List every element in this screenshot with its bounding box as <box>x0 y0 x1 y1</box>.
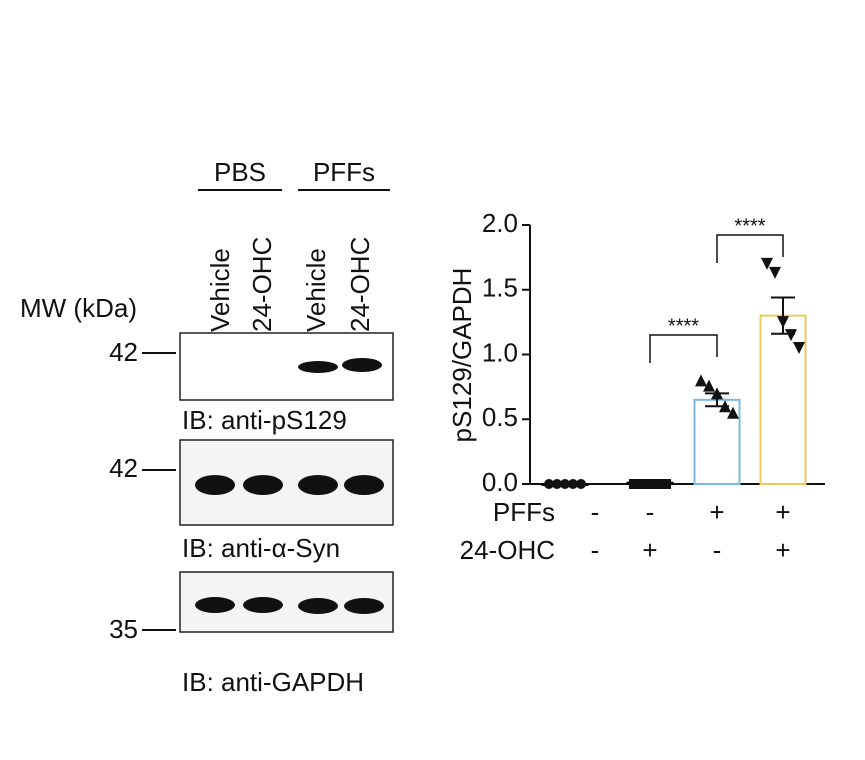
condition-label: 24-OHC <box>460 535 555 565</box>
lane-label: Vehicle <box>205 248 235 332</box>
data-point <box>560 479 570 489</box>
mw-marker: 35 <box>109 614 138 644</box>
significance-label: **** <box>734 215 765 237</box>
significance-bracket <box>649 334 718 363</box>
data-point <box>727 406 739 419</box>
data-point <box>645 479 655 489</box>
data-point <box>568 479 578 489</box>
significance-bracket <box>716 234 784 263</box>
lane-label: 24-OHC <box>247 237 277 332</box>
y-tick-label: 0.0 <box>482 467 518 497</box>
data-point <box>785 329 797 342</box>
ib-label: IB: anti-α-Syn <box>182 533 340 563</box>
data-point <box>711 387 723 400</box>
ib-label: IB: anti-pS129 <box>182 405 347 435</box>
condition-value: - <box>646 497 655 527</box>
group-label: PBS <box>214 157 266 187</box>
band <box>298 598 338 614</box>
y-axis-label: pS129/GAPDH <box>447 268 477 443</box>
band <box>195 597 235 613</box>
data-point <box>719 400 731 413</box>
data-point <box>629 479 639 489</box>
data-point <box>777 316 789 329</box>
condition-value: - <box>591 497 600 527</box>
mw-marker: 42 <box>109 337 138 367</box>
band <box>344 475 384 495</box>
group-label: PFFs <box>313 157 375 187</box>
band <box>342 358 382 372</box>
data-point <box>793 342 805 355</box>
condition-value: + <box>709 497 724 527</box>
band <box>298 361 338 373</box>
band <box>195 475 235 495</box>
data-point <box>703 379 715 392</box>
mw-marker: 42 <box>109 453 138 483</box>
band <box>243 475 283 495</box>
blot: PBS PFFs Vehicle 24-OHC Vehicle 24-OHC M… <box>20 157 394 697</box>
band <box>344 598 384 614</box>
condition-label: PFFs <box>493 497 555 527</box>
condition-value: + <box>775 535 790 565</box>
data-point <box>544 479 554 489</box>
band <box>243 597 283 613</box>
ib-label: IB: anti-GAPDH <box>182 667 364 697</box>
data-point <box>576 479 586 489</box>
lane-label: 24-OHC <box>345 237 375 332</box>
condition-value: - <box>591 535 600 565</box>
mw-label: MW (kDa) <box>20 293 137 323</box>
data-point <box>653 479 663 489</box>
y-tick-label: 1.5 <box>482 273 518 303</box>
y-tick-label: 2.0 <box>482 208 518 238</box>
y-tick-label: 1.0 <box>482 337 518 367</box>
data-point <box>637 479 647 489</box>
data-point <box>661 479 671 489</box>
condition-value: + <box>642 535 657 565</box>
significance-label: **** <box>668 315 699 337</box>
data-point <box>695 374 707 387</box>
condition-value: - <box>713 535 722 565</box>
lane-label: Vehicle <box>301 248 331 332</box>
data-point <box>761 257 773 270</box>
y-tick-label: 0.5 <box>482 402 518 432</box>
data-point <box>769 266 781 279</box>
condition-value: + <box>775 497 790 527</box>
band <box>298 475 338 495</box>
data-point <box>552 479 562 489</box>
bar <box>759 314 807 485</box>
